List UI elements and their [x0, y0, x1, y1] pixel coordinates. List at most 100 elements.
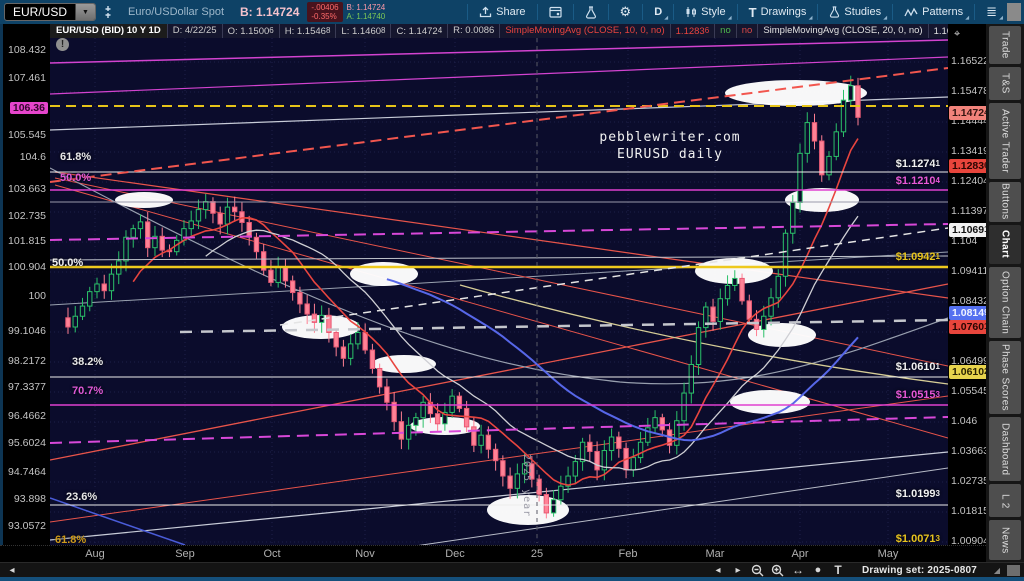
zoom-out-icon[interactable]	[750, 563, 766, 577]
chart-menu-button[interactable]: ≣ ◢	[979, 1, 1004, 23]
candle-body	[195, 209, 202, 222]
candle-body	[231, 206, 238, 213]
timeframe-button[interactable]: D ◢	[647, 1, 669, 23]
candle-body	[659, 417, 666, 431]
studies-button[interactable]: Studies ◢	[822, 1, 888, 23]
symbol-dropdown-button[interactable]: ▼	[75, 4, 96, 20]
candle-body	[572, 461, 579, 477]
pan-tool-icon[interactable]: ●	[814, 564, 822, 576]
candle-body	[304, 303, 310, 315]
candle-body	[710, 306, 716, 322]
time-axis-label-mar: Mar	[705, 548, 725, 560]
candle-body	[442, 411, 448, 425]
fit-width-icon[interactable]: ↔	[791, 563, 804, 577]
text-tool-icon[interactable]: T	[834, 563, 842, 577]
candle-body	[507, 475, 513, 489]
candle-body	[260, 251, 267, 271]
sidebar-tab-trade[interactable]: Trade	[989, 26, 1021, 64]
scroll-left-icon[interactable]: ◂	[9, 564, 15, 576]
candle-body	[855, 85, 861, 118]
sidebar-tab-phase-scores[interactable]: Phase Scores	[989, 341, 1021, 414]
pan-left-icon[interactable]: ◂	[715, 564, 721, 576]
price-change: -.00406 -0.35%	[307, 2, 343, 22]
drawings-button[interactable]: T Drawings ◢	[742, 1, 814, 23]
chart-canvas[interactable]: EUR/USD (BID) 10 Y 1D D: 4/22/25 O: 1.150…	[50, 24, 948, 545]
share-icon	[480, 6, 492, 18]
calendar-events-button[interactable]	[542, 1, 569, 23]
style-label: Style	[701, 6, 726, 18]
style-button[interactable]: Style ◢	[678, 1, 732, 23]
right-price-axis[interactable]: ⌖ 1.16522 1.15478 1.14444 1.13419 1.12404 1.1…	[948, 24, 992, 547]
right-axis-label: 1.00904	[951, 535, 989, 547]
candle-body	[246, 221, 252, 238]
sidebar-tab-l-2[interactable]: L 2	[989, 484, 1021, 518]
candle-body	[405, 424, 412, 440]
right-axis-label: 1.046	[951, 415, 978, 427]
time-axis-label-25: 25	[530, 548, 544, 560]
candle-body	[65, 317, 71, 328]
share-button[interactable]: Share	[472, 1, 532, 23]
candle-body	[492, 448, 499, 462]
candlesticks	[65, 75, 861, 519]
left-axis-label: 94.7464	[8, 466, 46, 478]
right-axis-label: 1.12404	[951, 175, 989, 187]
zoom-in-icon[interactable]	[770, 563, 786, 577]
resize-grip-icon[interactable]: ◢	[993, 565, 1001, 575]
symbol-input[interactable]: EUR/USD ▼	[4, 3, 97, 21]
settings-button[interactable]: ⚙	[613, 1, 639, 23]
time-axis[interactable]: Aug Sep Oct Nov Dec 25 Feb Mar Apr May	[0, 545, 986, 562]
candle-body	[217, 212, 223, 225]
sidebar-tab-news[interactable]: News	[989, 520, 1021, 561]
left-price-axis[interactable]: 108.432 107.461 106.36 105.545 104.6 103.663 1…	[0, 24, 50, 545]
candle-body	[848, 85, 854, 101]
quick-study-button[interactable]	[578, 1, 604, 23]
sidebar-tab-buttons[interactable]: Buttons	[989, 181, 1021, 222]
candle-body	[463, 407, 470, 428]
candle-body	[159, 235, 165, 251]
candle-body	[811, 122, 818, 142]
candle-body	[616, 436, 622, 449]
sidebar-tab-chart[interactable]: Chart	[989, 224, 1021, 265]
chart-header-cell: L: 1.14608	[336, 24, 392, 38]
left-axis-label: 108.432	[8, 44, 46, 56]
candle-body	[652, 417, 658, 429]
chart-header: EUR/USD (BID) 10 Y 1D D: 4/22/25 O: 1.150…	[50, 24, 948, 38]
sidebar-tab-t-s[interactable]: T&S	[989, 66, 1021, 101]
candle-body	[87, 291, 93, 307]
right-axis-label: 1.09411	[951, 265, 989, 277]
flask-icon	[585, 5, 596, 19]
crosshair-cursor-icon[interactable]: ⌖	[954, 28, 961, 40]
candle-body	[434, 413, 441, 425]
chart-header-cell: SimpleMovingAvg (CLOSE, 20, 0, no)	[758, 24, 929, 38]
chart-header-cell: SimpleMovingAvg (CLOSE, 10, 0, no)	[500, 24, 671, 38]
candle-body	[224, 206, 231, 225]
hamburger-menu-icon: ≣	[986, 4, 997, 19]
candle-body	[203, 201, 209, 211]
ask-small: A: 1.14740	[346, 12, 386, 21]
left-axis-label: 105.545	[8, 129, 46, 141]
sidebar-tab-option-chain[interactable]: Option Chain	[989, 267, 1021, 339]
candle-body	[732, 277, 738, 286]
sma45-line	[386, 278, 859, 442]
pan-right-icon[interactable]: ▸	[735, 564, 741, 576]
left-axis-label: 96.4662	[8, 410, 46, 422]
chart-header-cell: 1.12836	[670, 24, 716, 38]
sidebar-collapse-button[interactable]	[1007, 3, 1021, 21]
link-channel-icon[interactable]	[99, 2, 117, 22]
highlight-ellipses	[115, 80, 867, 525]
sidebar-tab-dashboard[interactable]: Dashboard	[989, 416, 1021, 482]
time-axis-label-apr: Apr	[791, 548, 809, 560]
candle-body	[753, 318, 760, 330]
candle-body	[268, 269, 274, 283]
candle-body	[79, 305, 86, 317]
window-resize-grip[interactable]	[1007, 564, 1020, 576]
symbol-value[interactable]: EUR/USD	[13, 5, 68, 19]
bid-price-main: B: 1.14724	[240, 5, 300, 19]
candle-body	[550, 499, 557, 514]
sidebar-tab-active-trader[interactable]: Active Trader	[989, 103, 1021, 179]
chart-nav-cluster: ◂ ▸ ↔ ● T Drawing set: 2025-0807 ◢	[708, 563, 1024, 577]
patterns-button[interactable]: Patterns ◢	[897, 1, 970, 23]
left-axis-label: 107.461	[8, 72, 46, 84]
candle-body	[333, 332, 339, 348]
